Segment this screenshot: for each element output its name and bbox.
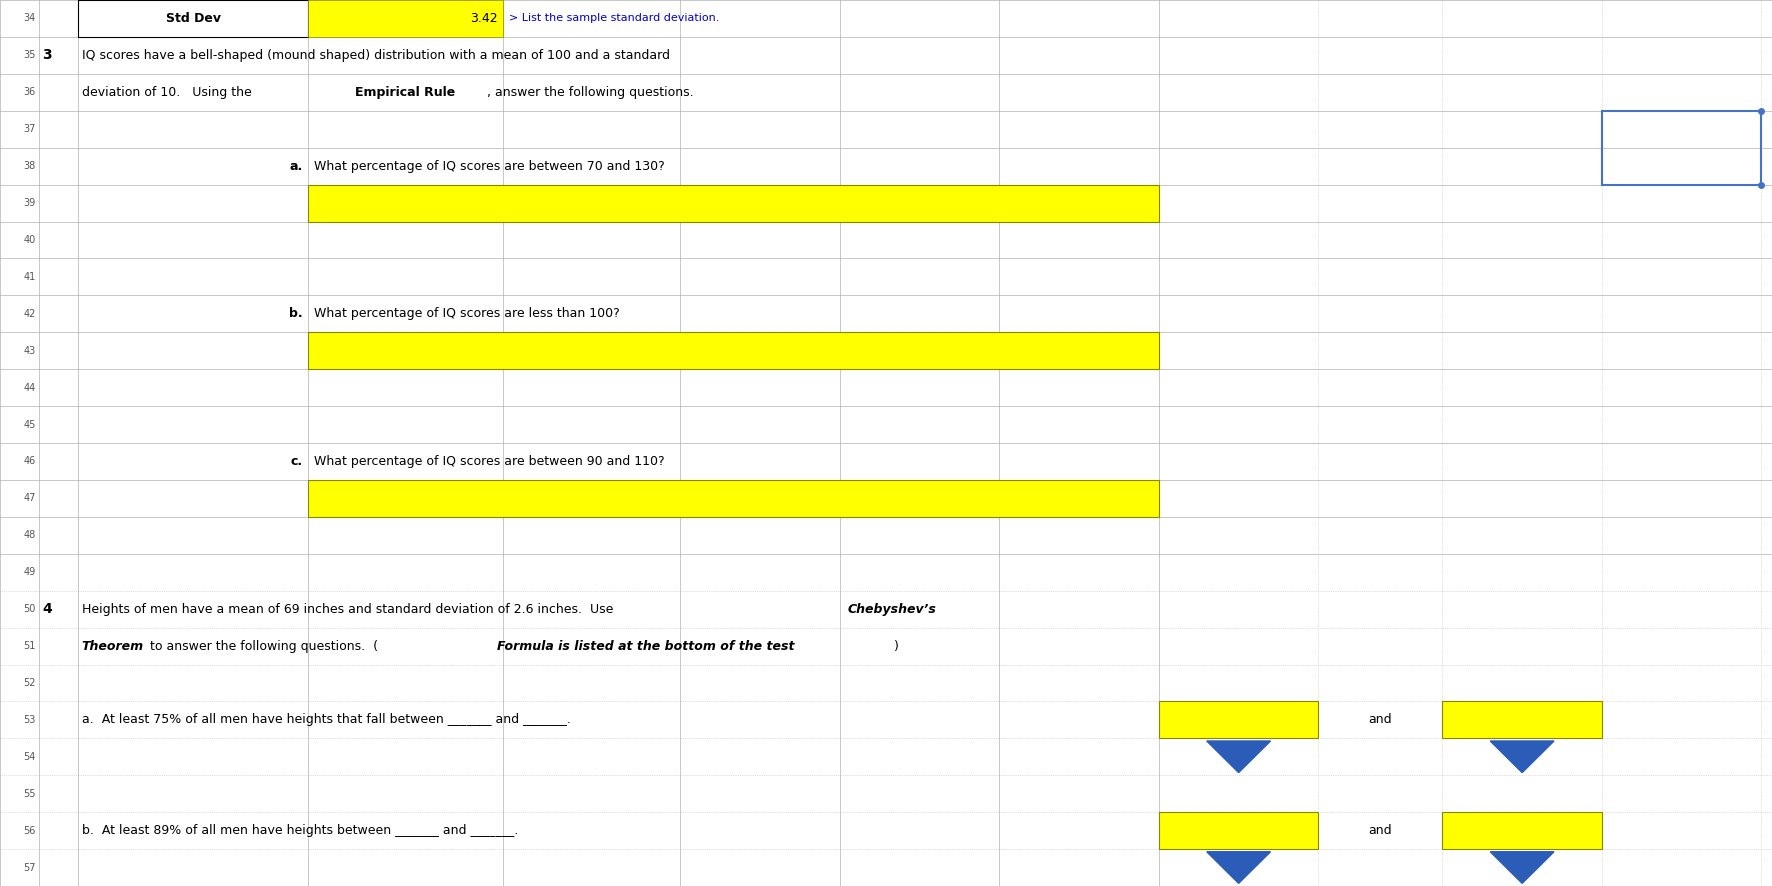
Text: 36: 36	[23, 88, 35, 97]
Text: > List the sample standard deviation.: > List the sample standard deviation.	[509, 13, 719, 23]
Text: ): )	[893, 640, 898, 653]
Text: deviation of 10.   Using the: deviation of 10. Using the	[82, 86, 255, 99]
Text: and: and	[1368, 824, 1393, 837]
Text: 34: 34	[23, 13, 35, 23]
Text: 3: 3	[43, 49, 51, 62]
Text: Chebyshev’s: Chebyshev’s	[847, 602, 936, 616]
Text: Theorem: Theorem	[82, 640, 144, 653]
Text: Heights of men have a mean of 69 inches and standard deviation of 2.6 inches.  U: Heights of men have a mean of 69 inches …	[82, 602, 617, 616]
Text: 39: 39	[23, 198, 35, 208]
Text: 45: 45	[23, 420, 35, 430]
Polygon shape	[1490, 741, 1554, 773]
Bar	[1159, 702, 1318, 738]
Text: a.  At least 75% of all men have heights that fall between _______ and _______.: a. At least 75% of all men have heights …	[82, 713, 571, 727]
Polygon shape	[1207, 741, 1271, 773]
Bar	[308, 0, 503, 37]
Bar	[78, 0, 308, 37]
Bar	[308, 184, 1159, 222]
Bar	[1442, 812, 1602, 849]
Text: 48: 48	[23, 531, 35, 540]
Text: What percentage of IQ scores are between 90 and 110?: What percentage of IQ scores are between…	[314, 455, 664, 468]
Text: 37: 37	[23, 124, 35, 134]
Bar	[1159, 812, 1318, 849]
Text: 44: 44	[23, 383, 35, 392]
Text: What percentage of IQ scores are between 70 and 130?: What percentage of IQ scores are between…	[314, 159, 664, 173]
Text: Std Dev: Std Dev	[165, 12, 222, 25]
Text: 3.42: 3.42	[470, 12, 498, 25]
Text: 57: 57	[23, 863, 35, 873]
Text: b.  At least 89% of all men have heights between _______ and _______.: b. At least 89% of all men have heights …	[82, 824, 517, 837]
Text: 46: 46	[23, 456, 35, 466]
Text: 50: 50	[23, 604, 35, 614]
Text: 43: 43	[23, 346, 35, 355]
Text: 49: 49	[23, 567, 35, 577]
Text: b.: b.	[289, 307, 303, 321]
Text: to answer the following questions.  (: to answer the following questions. (	[145, 640, 377, 653]
Text: 38: 38	[23, 161, 35, 171]
Text: 55: 55	[23, 789, 35, 798]
Text: 53: 53	[23, 715, 35, 725]
Text: 4: 4	[43, 602, 53, 616]
Text: IQ scores have a bell-shaped (mound shaped) distribution with a mean of 100 and : IQ scores have a bell-shaped (mound shap…	[82, 49, 670, 62]
Polygon shape	[1490, 851, 1554, 883]
Text: 47: 47	[23, 494, 35, 503]
Text: 35: 35	[23, 51, 35, 60]
Bar	[1602, 111, 1761, 184]
Text: What percentage of IQ scores are less than 100?: What percentage of IQ scores are less th…	[314, 307, 620, 321]
Text: 52: 52	[23, 678, 35, 688]
Text: Formula is listed at the bottom of the test: Formula is listed at the bottom of the t…	[496, 640, 794, 653]
Text: 54: 54	[23, 752, 35, 762]
Text: 41: 41	[23, 272, 35, 282]
Text: c.: c.	[291, 455, 303, 468]
Text: a.: a.	[291, 159, 303, 173]
Bar	[308, 480, 1159, 517]
Text: 51: 51	[23, 641, 35, 651]
Text: Empirical Rule: Empirical Rule	[354, 86, 455, 99]
Text: 40: 40	[23, 235, 35, 245]
Bar	[308, 332, 1159, 369]
Polygon shape	[1207, 851, 1271, 883]
Text: and: and	[1368, 713, 1393, 727]
Bar	[1442, 702, 1602, 738]
Text: 42: 42	[23, 309, 35, 319]
Text: 56: 56	[23, 826, 35, 835]
Text: , answer the following questions.: , answer the following questions.	[487, 86, 693, 99]
